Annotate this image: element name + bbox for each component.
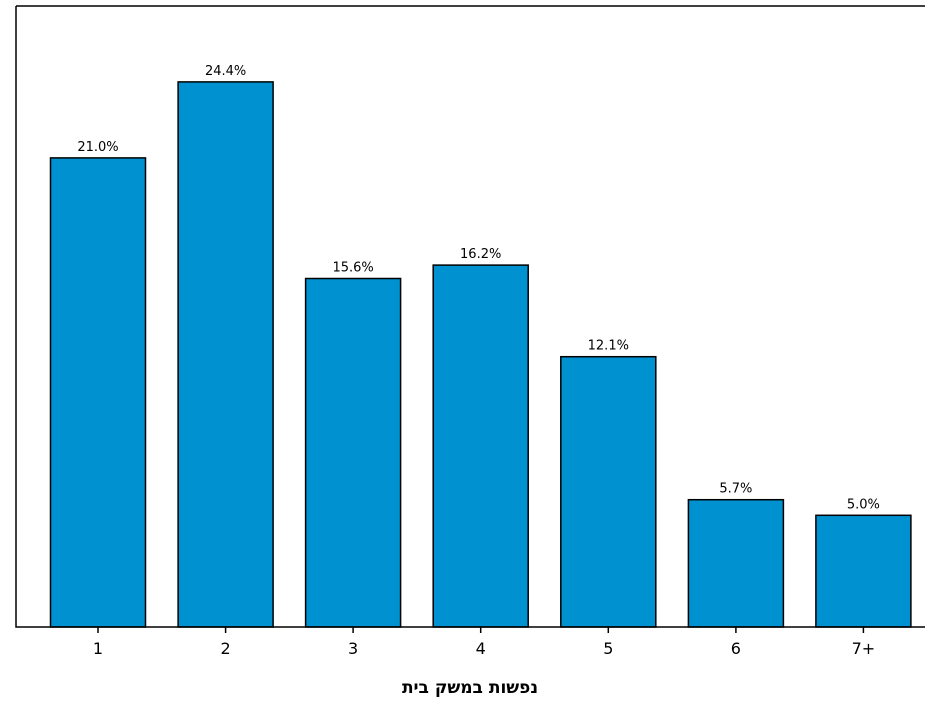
data-label-1: 21.0% <box>77 140 118 155</box>
data-label-2: 24.4% <box>205 64 246 79</box>
bar-1 <box>49 157 147 628</box>
data-label-7+: 5.0% <box>847 497 880 512</box>
data-label-6: 5.7% <box>719 482 752 497</box>
x-tick-label-4: 4 <box>476 639 486 658</box>
x-tick-label-3: 3 <box>348 639 358 658</box>
bar-5 <box>560 355 657 628</box>
bar-6 <box>687 498 785 628</box>
x-tick-label-6: 6 <box>731 639 741 658</box>
bars-group <box>49 81 912 628</box>
x-tick-label-5: 5 <box>603 639 613 658</box>
x-tick-label-1: 1 <box>93 639 103 658</box>
data-label-4: 16.2% <box>460 247 501 262</box>
data-label-3: 15.6% <box>332 261 373 276</box>
bar-2 <box>177 81 274 628</box>
x-tick-label-2: 2 <box>221 639 231 658</box>
x-axis-ticks-group: 1 2 3 4 5 6 7+ <box>93 627 875 658</box>
plot-frame <box>15 5 925 628</box>
data-label-5: 12.1% <box>588 339 629 354</box>
bar-7+ <box>815 514 912 628</box>
x-axis-title: נפשות במשק בית <box>402 678 538 698</box>
data-labels-group: 21.0% 24.4% 15.6% 16.2% 12.1% 5.7% 5.0% <box>77 64 880 512</box>
x-tick-label-7+: 7+ <box>852 639 876 658</box>
bar-3 <box>304 277 402 628</box>
bar-4 <box>432 264 529 628</box>
